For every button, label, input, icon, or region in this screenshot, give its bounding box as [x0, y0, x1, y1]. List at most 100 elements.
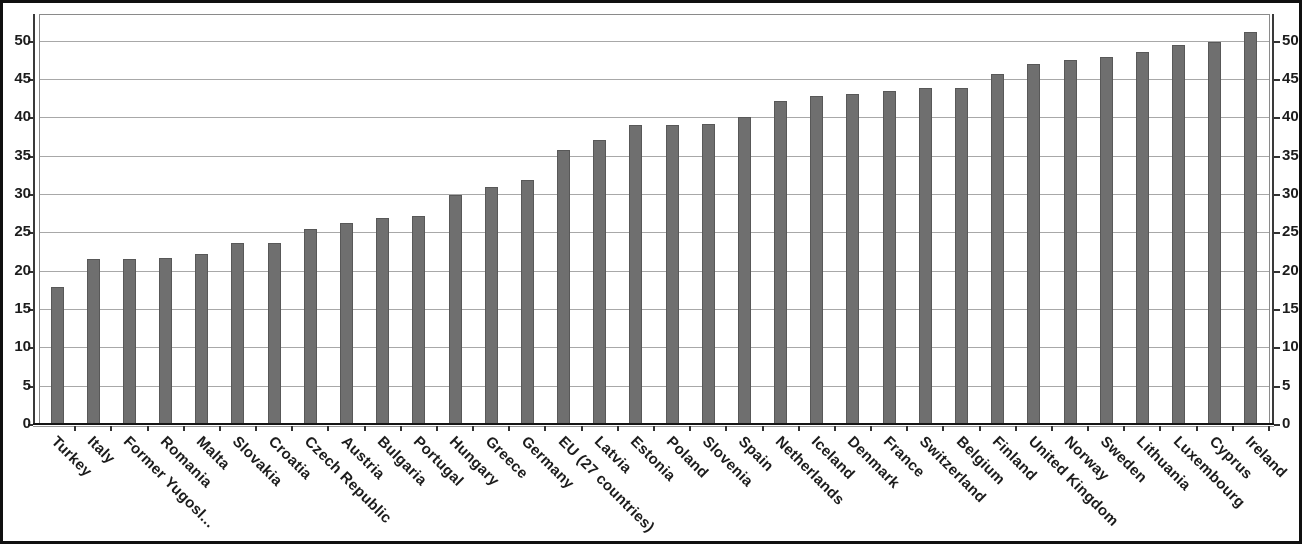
x-tick	[978, 426, 981, 431]
bar	[810, 96, 824, 424]
bar	[50, 286, 64, 424]
bar	[195, 253, 209, 424]
x-tick	[1014, 426, 1017, 431]
bar	[665, 125, 679, 424]
y-tick-left	[28, 347, 33, 350]
y-tick-left	[28, 79, 33, 82]
plot-border-left	[39, 14, 40, 424]
gridline	[39, 385, 1269, 387]
gridline	[39, 194, 1269, 196]
x-tick	[942, 426, 945, 431]
y-tick-right	[1274, 309, 1280, 312]
bar	[340, 223, 353, 424]
x-tick	[1195, 426, 1198, 431]
x-tick	[291, 426, 294, 431]
x-tick	[761, 426, 764, 431]
y-tick-left	[28, 155, 33, 158]
x-tick	[797, 426, 800, 431]
bar	[1135, 52, 1149, 424]
y-tick-left	[28, 117, 33, 120]
gridline	[39, 79, 1269, 81]
bar	[412, 216, 426, 424]
bar	[557, 149, 571, 424]
y-axis-right-spine	[1272, 14, 1274, 425]
bar	[593, 140, 607, 424]
y-tick-label-left: 5	[22, 376, 31, 394]
y-tick-label-right: 0	[1282, 415, 1291, 432]
y-tick-right	[1274, 232, 1280, 235]
y-tick-right	[1274, 79, 1280, 82]
bar	[1099, 56, 1113, 424]
y-tick-label-right: 45	[1282, 70, 1299, 88]
x-tick	[906, 426, 909, 431]
x-tick	[146, 426, 149, 431]
y-tick-left	[28, 232, 33, 235]
y-tick-label-left: 10	[14, 338, 31, 356]
y-tick-right	[1274, 270, 1280, 273]
bar	[1244, 32, 1258, 424]
y-tick-right	[1274, 347, 1280, 350]
y-tick-right	[1274, 385, 1280, 388]
x-tick	[508, 426, 511, 431]
x-tick	[218, 426, 221, 431]
y-tick-label-right: 50	[1282, 31, 1299, 49]
x-tick	[1231, 426, 1234, 431]
x-tick	[327, 426, 330, 431]
x-tick	[363, 426, 366, 431]
gridline	[39, 347, 1269, 349]
bar	[991, 73, 1005, 424]
bar	[267, 243, 281, 424]
y-tick-label-left: 25	[14, 223, 31, 241]
y-tick-right	[1274, 155, 1280, 158]
plot-border-right	[1269, 14, 1270, 424]
y-tick-label-left: 20	[14, 261, 31, 279]
gridline	[39, 155, 1269, 157]
y-tick-right	[1274, 194, 1280, 197]
bar	[520, 179, 534, 424]
y-tick-right	[1274, 117, 1280, 120]
y-tick-label-left: 40	[14, 108, 31, 126]
bar	[86, 259, 100, 424]
x-tick	[1050, 426, 1053, 431]
y-tick-label-left: 50	[14, 31, 31, 49]
bar	[376, 217, 390, 424]
y-tick-left	[28, 385, 33, 388]
x-tick	[580, 426, 583, 431]
bar	[955, 87, 968, 424]
bar	[159, 257, 173, 424]
y-tick-label-right: 5	[1282, 376, 1291, 394]
plot-border-top	[39, 14, 1269, 15]
y-tick-left	[28, 270, 33, 273]
x-tick	[725, 426, 728, 431]
bar	[1027, 63, 1041, 424]
x-tick	[74, 426, 77, 431]
x-tick	[1087, 426, 1090, 431]
y-tick-label-right: 10	[1282, 338, 1299, 356]
y-tick-label-left: 0	[22, 415, 31, 432]
x-tick	[833, 426, 836, 431]
x-tick	[689, 426, 692, 431]
bar	[1172, 44, 1186, 424]
y-tick-right	[1274, 40, 1280, 43]
y-tick-left	[28, 309, 33, 312]
bar	[918, 88, 932, 424]
x-tick	[182, 426, 185, 431]
x-tick	[544, 426, 547, 431]
x-tick	[616, 426, 619, 431]
y-tick-label-right: 30	[1282, 185, 1299, 203]
bar	[882, 90, 896, 424]
y-tick-label-left: 30	[14, 185, 31, 203]
bar	[737, 116, 751, 424]
x-tick	[1123, 426, 1126, 431]
bar	[701, 123, 715, 424]
x-tick	[1268, 426, 1270, 431]
bar	[122, 259, 136, 424]
y-tick-label-right: 20	[1282, 261, 1299, 279]
y-tick-label-right: 40	[1282, 108, 1299, 126]
x-tick	[653, 426, 655, 431]
bar	[231, 243, 245, 424]
bar	[1063, 59, 1077, 424]
y-tick-label-right: 25	[1282, 223, 1299, 241]
y-tick-label-right: 35	[1282, 146, 1299, 164]
x-tick	[255, 426, 258, 431]
